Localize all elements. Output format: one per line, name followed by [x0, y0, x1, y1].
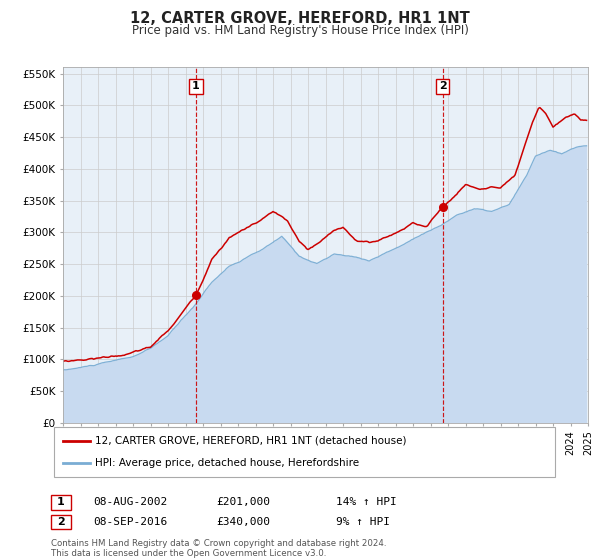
Text: 2: 2	[439, 81, 446, 91]
Text: HPI: Average price, detached house, Herefordshire: HPI: Average price, detached house, Here…	[95, 458, 359, 468]
Text: 1: 1	[192, 81, 200, 91]
Text: Price paid vs. HM Land Registry's House Price Index (HPI): Price paid vs. HM Land Registry's House …	[131, 24, 469, 36]
Text: £340,000: £340,000	[216, 517, 270, 527]
Text: 08-AUG-2002: 08-AUG-2002	[93, 497, 167, 507]
Text: 9% ↑ HPI: 9% ↑ HPI	[336, 517, 390, 527]
Text: 2: 2	[57, 517, 65, 527]
Text: £201,000: £201,000	[216, 497, 270, 507]
Text: Contains HM Land Registry data © Crown copyright and database right 2024.
This d: Contains HM Land Registry data © Crown c…	[51, 539, 386, 558]
Text: 12, CARTER GROVE, HEREFORD, HR1 1NT (detached house): 12, CARTER GROVE, HEREFORD, HR1 1NT (det…	[95, 436, 406, 446]
Text: 08-SEP-2016: 08-SEP-2016	[93, 517, 167, 527]
Text: 1: 1	[57, 497, 65, 507]
Text: 14% ↑ HPI: 14% ↑ HPI	[336, 497, 397, 507]
Text: 12, CARTER GROVE, HEREFORD, HR1 1NT: 12, CARTER GROVE, HEREFORD, HR1 1NT	[130, 11, 470, 26]
